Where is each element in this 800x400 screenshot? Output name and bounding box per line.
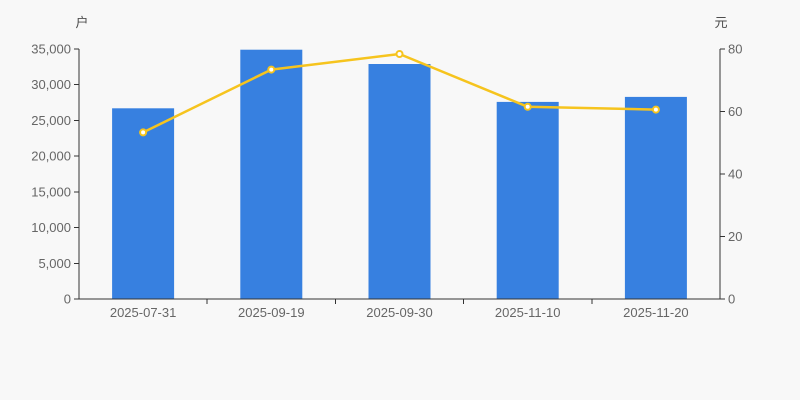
left-axis-tick-label: 10,000 (31, 220, 71, 235)
left-axis-tick-label: 30,000 (31, 77, 71, 92)
left-axis-tick-label: 0 (64, 292, 71, 307)
left-axis-tick-label: 5,000 (38, 256, 71, 271)
left-axis-tick-label: 35,000 (31, 42, 71, 57)
left-axis-tick-label: 20,000 (31, 149, 71, 164)
x-axis-label: 2025-09-30 (366, 305, 433, 320)
right-axis-tick-label: 60 (728, 104, 742, 119)
x-axis-label: 2025-11-10 (495, 305, 561, 320)
right-axis-tick-label: 80 (728, 42, 742, 57)
bar[interactable] (112, 108, 175, 299)
bar[interactable] (368, 64, 431, 299)
x-axis-label: 2025-09-19 (238, 305, 305, 320)
left-axis-unit-label: 户 (75, 15, 89, 30)
x-axis-label: 2025-11-20 (623, 305, 689, 320)
line-point[interactable] (139, 128, 148, 137)
right-axis-tick-label: 20 (728, 229, 742, 244)
right-axis-tick-label: 40 (728, 167, 742, 182)
left-axis-tick-label: 15,000 (31, 184, 71, 199)
bar[interactable] (496, 101, 559, 300)
line-point[interactable] (395, 50, 404, 58)
right-axis-tick-label: 0 (728, 292, 735, 307)
bar[interactable] (240, 49, 303, 300)
line-point[interactable] (267, 65, 276, 74)
x-axis-label: 2025-07-31 (110, 305, 177, 320)
line-point[interactable] (651, 105, 660, 114)
bar[interactable] (624, 96, 687, 300)
line-point[interactable] (523, 102, 532, 111)
right-axis-unit-label: 元 (714, 15, 728, 30)
left-axis-tick-label: 25,000 (31, 113, 71, 128)
